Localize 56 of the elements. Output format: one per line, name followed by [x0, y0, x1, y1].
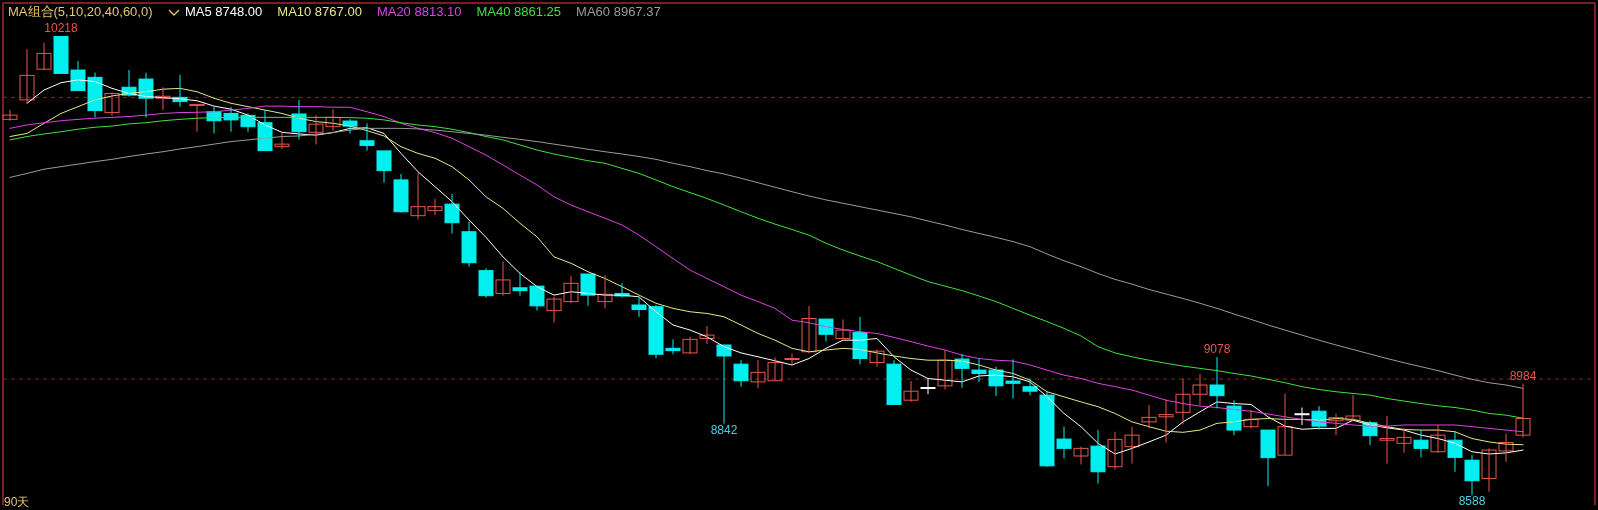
candlestick — [1294, 407, 1310, 426]
annotation: 8984 — [1509, 368, 1537, 383]
candlestick — [920, 378, 936, 395]
candlestick — [36, 42, 52, 71]
candlestick — [580, 273, 596, 307]
text: MA10 8767.00 — [277, 4, 362, 19]
candlestick — [597, 274, 613, 309]
candlestick — [393, 173, 409, 214]
text: MA5 8748.00 — [185, 4, 263, 19]
candlestick — [1464, 454, 1480, 496]
candlestick — [1277, 392, 1293, 456]
candlestick — [835, 318, 851, 340]
annotation: 10218 — [44, 20, 79, 35]
annotation: 90天 — [4, 495, 30, 509]
candlestick — [1073, 446, 1089, 465]
candlestick — [1209, 356, 1225, 409]
chart-title: MA组合(5,10,20,40,60,0) — [8, 4, 153, 19]
annotation: 8842 — [710, 422, 738, 437]
text: MA20 8813.10 — [376, 4, 462, 19]
candlestick — [733, 359, 749, 388]
candlestick — [1413, 429, 1429, 458]
text: MA60 8967.37 — [576, 4, 661, 19]
candlestick — [886, 359, 902, 405]
candlestick — [1141, 404, 1157, 429]
text: MA40 8861.25 — [476, 4, 562, 19]
candlestick — [104, 92, 120, 117]
candlestick — [1090, 429, 1106, 485]
candlestick — [682, 336, 698, 355]
candlestick — [1243, 409, 1259, 429]
candlestick — [1515, 383, 1531, 438]
candlestick — [155, 86, 171, 111]
candlestick — [818, 318, 834, 343]
candlestick — [784, 352, 800, 367]
candlestick — [1158, 398, 1174, 444]
annotation: 9078 — [1203, 342, 1231, 357]
candlestick — [903, 380, 919, 403]
candlestick — [1430, 424, 1446, 454]
candlestick — [444, 193, 460, 234]
candlestick — [495, 261, 511, 297]
candlestick — [937, 349, 953, 390]
candlestick — [699, 325, 715, 345]
candlestick — [189, 103, 205, 133]
candlestick — [1022, 378, 1038, 396]
candlestick — [2, 109, 18, 122]
candlestick — [461, 221, 477, 268]
candlestick — [376, 150, 392, 184]
candlestick — [359, 122, 375, 152]
candlestick — [869, 349, 885, 368]
candlestick — [274, 131, 290, 150]
candlestick — [1260, 429, 1276, 487]
candlestick — [478, 267, 494, 299]
annotation: 8588 — [1458, 494, 1486, 509]
candlestick — [19, 48, 35, 104]
candlestick — [342, 118, 358, 134]
candlestick — [801, 305, 817, 354]
candlestick — [716, 344, 732, 425]
